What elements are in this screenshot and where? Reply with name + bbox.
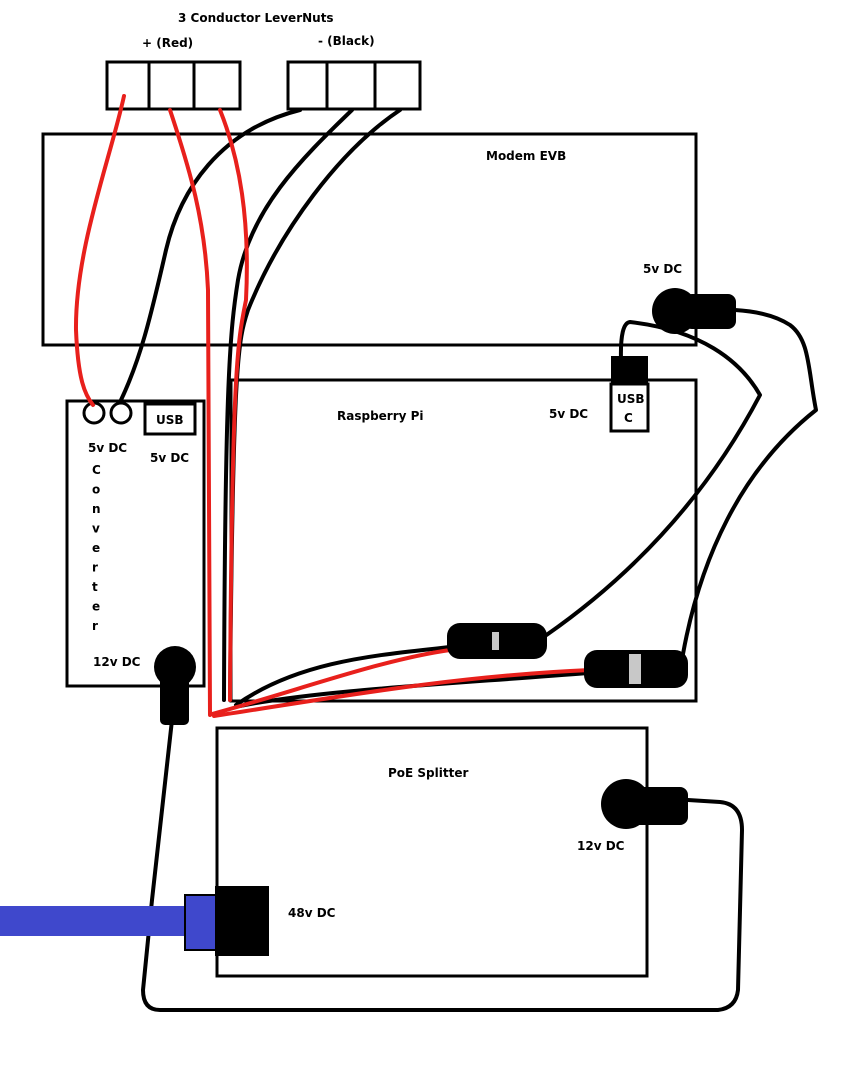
converter-board [65,399,206,688]
pi-power-cable [543,320,762,638]
pi-usb-c-label-line1: USB [617,392,645,406]
converter-usb-port [143,402,197,436]
red-wire-to-connector-2 [212,668,592,718]
modem-evb-label: Modem EVB [486,149,566,163]
converter-vertical-letter: C [92,463,101,477]
converter-usb-label: USB [156,413,184,427]
levernut-positive-label: + (Red) [142,36,193,50]
ethernet-cable [0,906,190,936]
ethernet-plug [184,894,221,951]
modem-power-barrel-plug [652,288,736,334]
red-wire-harness-a [168,108,212,717]
poe-output-label: 12v DC [577,839,625,853]
poe-input-label: 48v DC [288,906,336,920]
poe-splitter-label: PoE Splitter [388,766,468,780]
converter-vertical-letter: r [92,561,98,575]
red-wire-harness-b [218,108,249,702]
converter-usb-power-label: 5v DC [150,451,189,465]
converter-vertical-letter: v [92,522,100,536]
pi-power-label: 5v DC [549,407,588,421]
converter-vertical-letter: r [92,619,98,633]
modem-evb-board [41,132,698,347]
pi-usb-c-label-line2: C [624,411,633,425]
converter-output-label: 5v DC [88,441,127,455]
converter-output-terminal-negative [109,401,133,425]
converter-input-label: 12v DC [93,655,141,669]
levernuts-title: 3 Conductor LeverNuts [178,11,334,25]
raspberry-pi-label: Raspberry Pi [337,409,424,423]
poe-splitter-board [215,726,649,978]
modem-power-cable [681,308,818,656]
black-wire-to-connector-1 [234,645,452,707]
converter-vertical-letter: e [92,541,100,555]
dc-12v-cable [141,718,744,1012]
levernut-negative [286,60,422,111]
converter-vertical-letter: t [92,580,98,594]
red-wire-converter [73,94,126,407]
converter-input-barrel-plug [154,646,196,725]
modem-power-label: 5v DC [643,262,682,276]
red-wire-to-connector-1 [210,648,452,716]
inline-barrel-connector-modem [584,650,688,688]
converter-vertical-letter: n [92,502,101,516]
black-wire-modem-harness [222,108,354,702]
levernut-negative-label: - (Black) [318,34,375,48]
levernut-positive [105,60,242,111]
converter-output-terminal-positive [82,401,106,425]
poe-input-jack [215,886,269,956]
converter-vertical-letter: e [92,600,100,614]
inline-barrel-connector-pi [447,623,547,659]
black-wire-converter [119,108,302,402]
pi-usb-c-plug: USB C [609,356,650,433]
poe-output-barrel-plug [601,779,688,829]
converter-vertical-letter: o [92,483,100,497]
